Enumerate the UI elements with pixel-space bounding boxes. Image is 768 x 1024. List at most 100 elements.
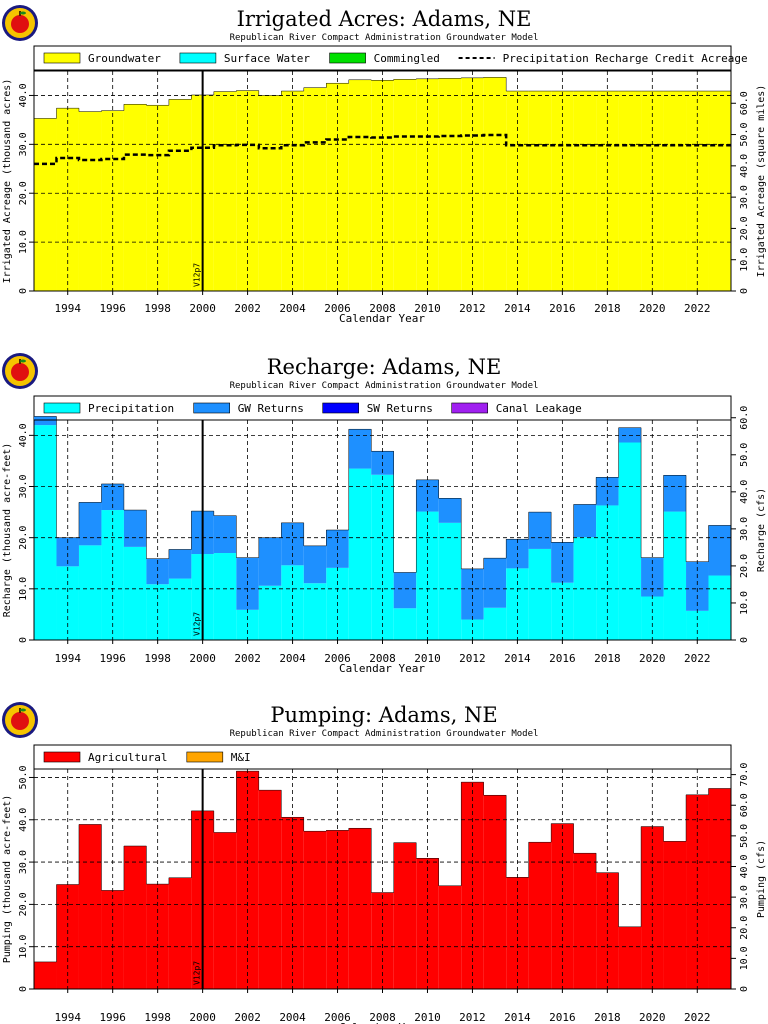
y-tick-label-left: 20.0 (18, 181, 29, 205)
y-tick-label-left: 30.0 (18, 132, 29, 156)
y-tick-label-right: 40.0 (739, 480, 750, 504)
bar-total-outline (34, 770, 731, 963)
y-tick-label-left: 20.0 (18, 526, 29, 550)
bar-precipitation-2012 (461, 619, 484, 640)
bar-precipitation-1999 (168, 578, 192, 640)
bar-gw-returns-2011 (438, 498, 462, 523)
x-tick-label: 2010 (414, 1011, 441, 1024)
precip-credit-line (34, 133, 731, 166)
chart-panel-1: Irrigated Acres: Adams, NE Republican Riv… (2, 7, 767, 325)
bar-groundwater-2023 (708, 91, 731, 292)
bar-agricultural-2005 (303, 831, 327, 989)
y-tick-label-left: 40.0 (18, 423, 29, 447)
bar-groundwater-2017 (573, 91, 597, 292)
bar-agricultural-2007 (348, 828, 372, 989)
x-tick-label: 1994 (54, 1011, 81, 1024)
x-tick-label: 2002 (234, 1011, 261, 1024)
chart-title: Irrigated Acres: Adams, NE (237, 7, 532, 31)
y-axis-title-left: Pumping (thousand acre-feet) (2, 795, 13, 964)
bar-gw-returns-1993 (34, 416, 57, 426)
bar-agricultural-2021 (663, 841, 687, 989)
y-tick-label-right: 10.0 (739, 946, 750, 970)
bar-gw-returns-2003 (258, 537, 282, 586)
bar-agricultural-2020 (641, 826, 664, 989)
version-marker-label: V12p7 (193, 263, 202, 287)
bar-precipitation-2003 (258, 585, 282, 640)
bar-gw-returns-1998 (146, 558, 169, 585)
bar-groundwater-2013 (483, 77, 507, 291)
x-tick-label: 1994 (54, 652, 81, 665)
bar-gw-returns-1995 (78, 502, 102, 546)
bar-precipitation-1997 (123, 546, 147, 640)
x-tick-label: 2002 (234, 652, 261, 665)
bar-gw-returns-2007 (348, 429, 372, 469)
apple-icon (11, 712, 29, 730)
legend-swatch (322, 402, 360, 414)
bar-agricultural-2019 (618, 926, 642, 989)
x-tick-label: 2016 (549, 1011, 576, 1024)
version-marker-label: V12p7 (193, 961, 202, 985)
x-tick-label: 2010 (414, 652, 441, 665)
bar-groundwater-2003 (258, 95, 282, 291)
x-tick-label: 2018 (594, 1011, 621, 1024)
y-tick-label-right: 60.0 (739, 793, 750, 817)
bar-agricultural-1997 (123, 846, 147, 989)
y-axis-title-left: Recharge (thousand acre-feet) (2, 443, 13, 618)
x-tick-label: 2014 (504, 1011, 531, 1024)
bar-agricultural-1993 (34, 961, 57, 989)
y-tick-label-right: 30.0 (739, 185, 750, 209)
bar-groundwater-1997 (123, 104, 147, 291)
y-tick-label-left: 0 (18, 288, 29, 294)
x-tick-label: 2022 (684, 652, 711, 665)
bar-gw-returns-1999 (168, 549, 192, 579)
bar-agricultural-1998 (146, 884, 169, 989)
legend-box (33, 45, 732, 71)
y-tick-label-right: 0 (739, 637, 750, 643)
y-tick-label-right: 20.0 (739, 216, 750, 240)
legend-label: Precipitation Recharge Credit Acreage (503, 52, 748, 65)
x-tick-label: 2004 (279, 1011, 306, 1024)
bar-groundwater-1993 (34, 118, 57, 291)
x-tick-label: 1998 (144, 302, 171, 315)
y-tick-label-right: 30.0 (739, 517, 750, 541)
apple-stem-icon (19, 708, 21, 713)
legend-label: Precipitation (88, 402, 174, 415)
bar-agricultural-2017 (573, 853, 597, 989)
bar-gw-returns-2023 (708, 525, 731, 576)
bar-precipitation-2009 (393, 608, 417, 640)
legend-swatch (43, 402, 81, 414)
version-marker-label: V12p7 (193, 612, 202, 636)
y-axis-title-right: Irrigated Acreage (square miles) (756, 85, 767, 278)
y-axis-title-right: Recharge (cfs) (756, 488, 767, 572)
x-tick-label: 2004 (279, 652, 306, 665)
bar-agricultural-1999 (168, 877, 192, 989)
x-tick-label: 2014 (504, 302, 531, 315)
x-tick-label: 2012 (459, 652, 486, 665)
legend-label: Canal Leakage (496, 402, 582, 415)
x-tick-label: 2018 (594, 302, 621, 315)
bar-precipitation-2017 (573, 537, 597, 640)
legend-box (33, 395, 732, 421)
x-tick-label: 2008 (369, 1011, 396, 1024)
legend-swatch (43, 751, 81, 763)
bar-precipitation-2023 (708, 575, 731, 640)
bar-agricultural-2002 (236, 771, 259, 989)
x-tick-label: 2000 (189, 1011, 216, 1024)
y-tick-label-right: 20.0 (739, 916, 750, 940)
x-tick-label: 1998 (144, 652, 171, 665)
chart-subtitle: Republican River Compact Administration … (230, 33, 539, 43)
x-tick-label: 1998 (144, 1011, 171, 1024)
chart-panel-2: Recharge: Adams, NE Republican River Comp… (2, 355, 767, 675)
chart-panel-3: Pumping: Adams, NE Republican River Compa… (2, 703, 767, 1024)
y-tick-label-left: 10.0 (18, 935, 29, 959)
x-tick-label: 2020 (639, 652, 666, 665)
bar-gw-returns-2022 (686, 561, 709, 611)
legend-label: GW Returns (238, 402, 304, 415)
x-tick-label: 2006 (324, 302, 351, 315)
bar-groundwater-2021 (663, 91, 687, 292)
x-tick-label: 2016 (549, 652, 576, 665)
y-tick-label-left: 0 (18, 637, 29, 643)
bar-agricultural-2001 (213, 832, 237, 989)
y-tick-label-right: 20.0 (739, 554, 750, 578)
